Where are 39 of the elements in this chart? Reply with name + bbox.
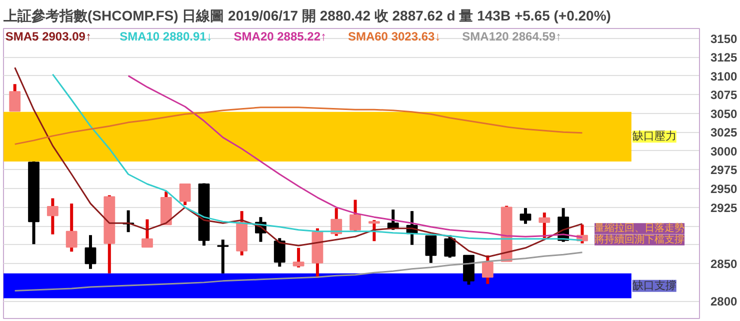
- y-tick-label: 2800: [710, 294, 738, 309]
- candlestick: [444, 235, 456, 258]
- candlestick: [274, 238, 286, 267]
- y-tick-label: 3125: [710, 50, 738, 65]
- y-tick-label: 3150: [710, 32, 738, 46]
- band-label: 缺口壓力: [632, 130, 676, 143]
- text: SMA5 2903.09↑: [5, 30, 92, 44]
- y-tick-label: 2850: [710, 257, 738, 272]
- candlestick: [179, 184, 191, 206]
- candlestick: [292, 248, 304, 268]
- candlestick: [9, 84, 21, 112]
- candlestick: [46, 198, 58, 234]
- text: SMA120 2864.59↑: [462, 30, 562, 44]
- y-tick-label: 3025: [710, 126, 738, 140]
- candlestick: [217, 240, 229, 274]
- candlestick: [482, 255, 494, 284]
- candlestick: [520, 208, 532, 224]
- y-tick-label: 2950: [710, 182, 738, 196]
- text: SMA60 3023.63↓: [348, 30, 441, 44]
- band-label: 缺口支撐: [632, 278, 676, 292]
- candlestick: [350, 200, 361, 232]
- y-tick-label: 2975: [710, 163, 738, 178]
- text: 將持續回測下檔支撐: [594, 233, 685, 246]
- candlestick: [538, 212, 550, 238]
- candlestick: [425, 235, 437, 263]
- y-tick-label: 3050: [710, 106, 738, 121]
- candlestick: [66, 204, 78, 252]
- candlestick: [142, 219, 153, 248]
- y-tick-label: 3075: [710, 88, 738, 102]
- line-series: [14, 106, 583, 145]
- candlestick: [84, 235, 96, 269]
- line-series: [14, 252, 583, 292]
- text: SMA10 2880.91↓: [120, 30, 212, 44]
- y-tick-label: 2925: [710, 200, 738, 215]
- y-tick-label: 3000: [710, 144, 738, 158]
- y-tick-label: 3100: [710, 69, 738, 84]
- text: 量縮拉回、日落走勢: [594, 222, 685, 234]
- text: SMA20 2885.22↑: [234, 30, 327, 44]
- chart-title: 上証參考指數(SHCOMP.FS) 日線圖 2019/06/17 開 2880.42 收 2887.62 d 量 143B +5.65 (+0.20%): [4, 8, 611, 24]
